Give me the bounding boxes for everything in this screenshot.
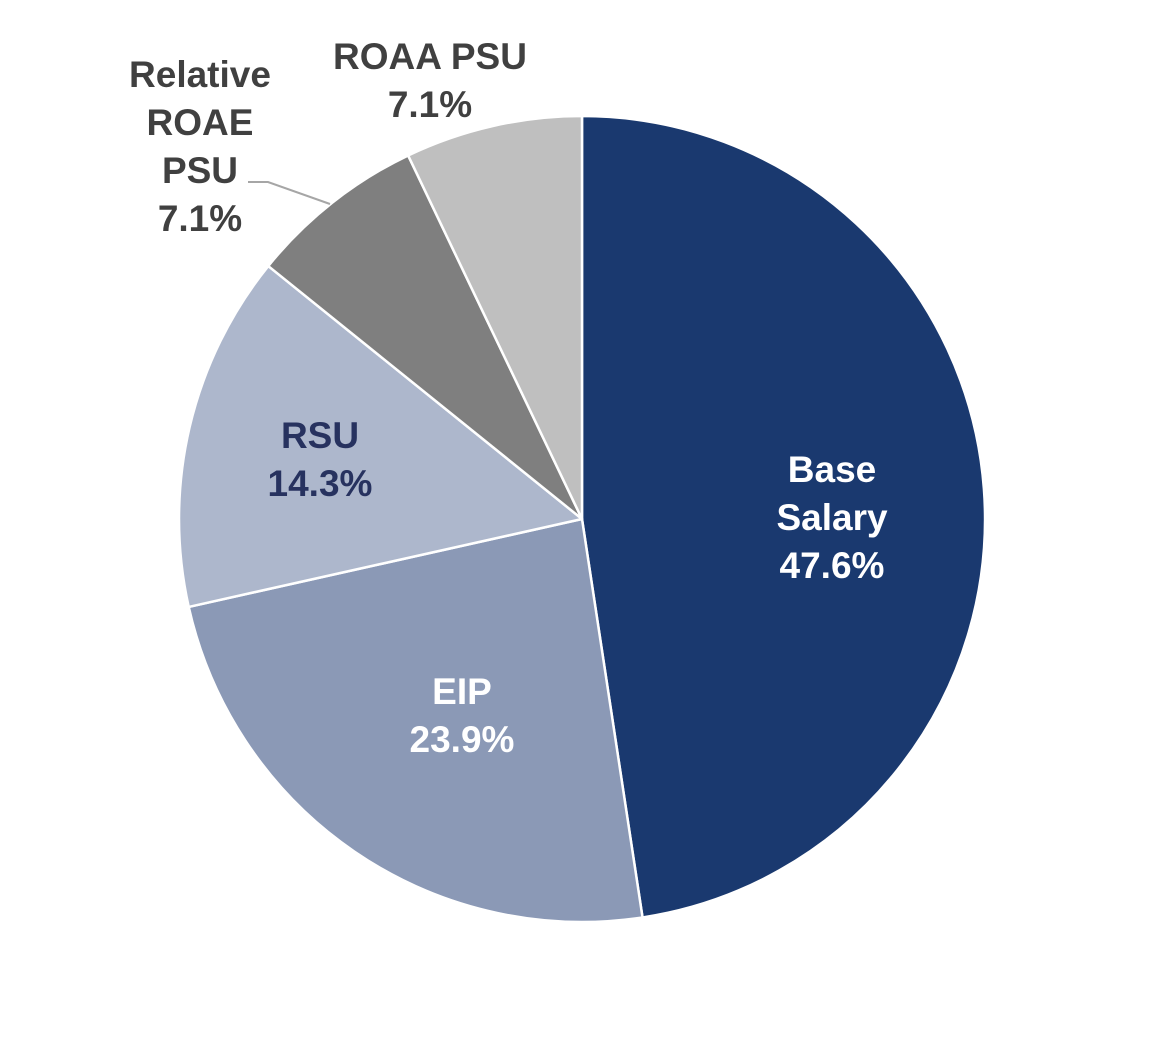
labels-layer: Base Salary 47.6%EIP 23.9%RSU 14.3%Relative R…: [129, 36, 888, 760]
slice-category-label: ROAE: [147, 102, 254, 143]
pie-slice-roaa-psu: [406, 114, 584, 521]
slice-label-base-salary: Base Salary 47.6%: [776, 449, 888, 586]
slice-label-roaa-psu: ROAA PSU 7.1%: [333, 36, 527, 125]
slice-category-label: PSU: [162, 150, 238, 191]
slices-layer: [177, 114, 987, 924]
leader-layer: [248, 181, 331, 205]
slice-label-relative-roae-psu: Relative ROAE PSU 7.1%: [129, 54, 271, 239]
slice-category-label: Relative: [129, 54, 271, 95]
pie-slice-rsu: [177, 264, 584, 609]
slice-category-label: Base: [788, 449, 876, 490]
slice-value-label: 23.9%: [410, 719, 515, 760]
slice-value-label: 47.6%: [780, 545, 885, 586]
pie-slice-base-salary: [580, 114, 987, 919]
slice-category-label: Salary: [776, 497, 888, 538]
slice-category-label: RSU: [281, 415, 359, 456]
slice-label-eip: EIP 23.9%: [410, 671, 515, 760]
leader-line-relative-roae-psu: [248, 181, 331, 205]
slice-value-label: 14.3%: [268, 463, 373, 504]
slice-value-label: 7.1%: [158, 198, 242, 239]
slice-category-label: EIP: [432, 671, 492, 712]
slice-label-rsu: RSU 14.3%: [268, 415, 373, 504]
slice-category-label: ROAA PSU: [333, 36, 527, 77]
pie-slice-relative-roae-psu: [267, 154, 584, 521]
pie-slice-eip: [187, 517, 644, 924]
slice-value-label: 7.1%: [388, 84, 472, 125]
